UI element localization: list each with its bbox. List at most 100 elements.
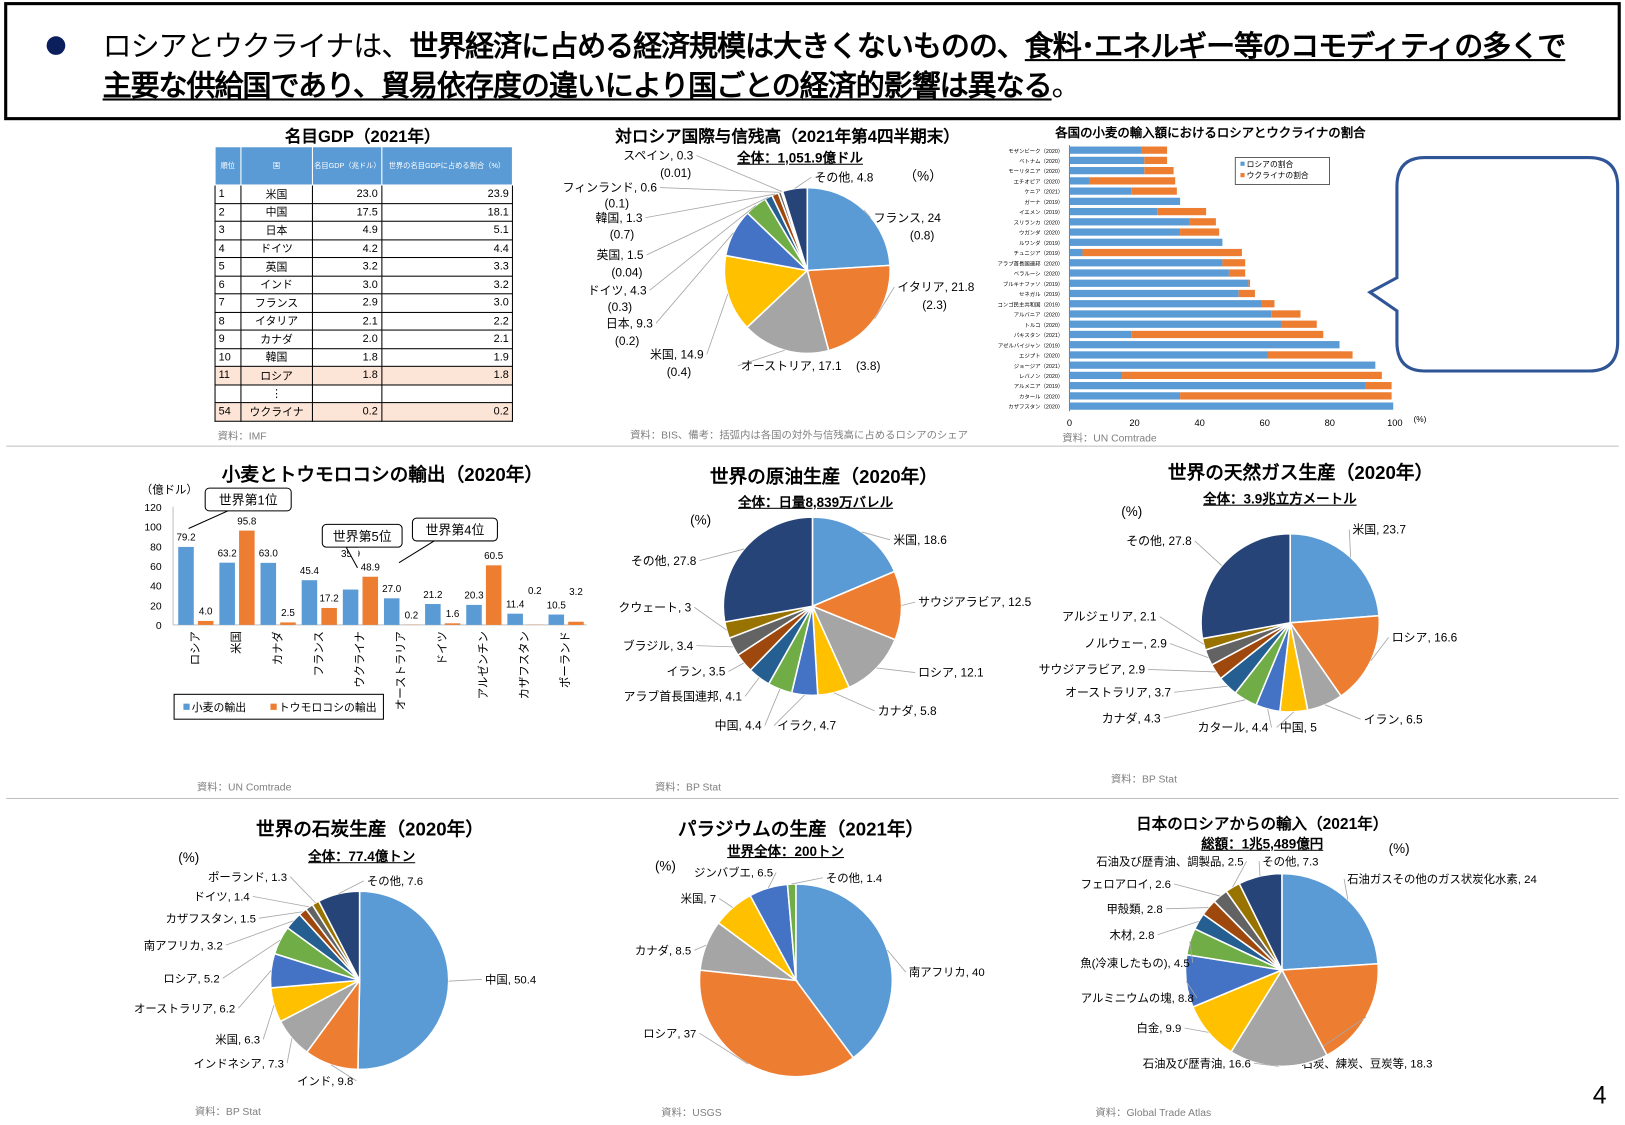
pie-label: 米国, 7: [681, 893, 716, 906]
leader-line: [1185, 981, 1198, 999]
palladium-subtitle: 世界全体：200トン: [727, 843, 844, 860]
category-label: カタール（2020）: [1019, 392, 1063, 400]
bar-russia: [1069, 187, 1132, 195]
pie-label: スペイン, 0.3: [623, 149, 693, 163]
bar-ukraine: [1189, 218, 1216, 226]
japan-imports-unit: (%): [1388, 840, 1410, 856]
bar-ukraine: [1180, 228, 1220, 236]
category-label: ベラルーシ（2020）: [1014, 271, 1063, 278]
pie-label: アラブ首長国連邦, 4.1: [624, 690, 743, 704]
palladium-pie: 南アフリカ, 40 ロシア, 37 カナダ, 8.5 米国, 7 ジンバブエ, 6.5 そ…: [635, 866, 985, 1078]
gdp-table-row: 8 イタリア 2.1 2.2: [214, 311, 513, 331]
gdp-cell: 0.2: [312, 402, 382, 422]
bar-russia: [1069, 330, 1132, 339]
pie-label: 石油及び歴青油、調製品, 2.5: [1096, 854, 1243, 868]
bar-russia: [1069, 371, 1122, 380]
data-label: 63.0: [259, 549, 279, 560]
gdp-column-header: 順位: [214, 146, 242, 186]
pie-sublabel: (0.1): [605, 196, 630, 210]
pie-label: ロシア, 5.2: [163, 973, 219, 985]
bar-corn: [239, 530, 255, 625]
leader-line: [1253, 1062, 1279, 1067]
headline-line-2: 主要な供給国であり、貿易依存度の違いにより国ごとの経済的影響は異なる。: [103, 63, 1081, 104]
annotation-box: [321, 523, 403, 548]
bar-ukraine: [1144, 156, 1168, 165]
pie-sublabel: (0.7): [610, 227, 635, 241]
x-tick-label: 40: [1194, 418, 1204, 428]
category-label: ベトナム（2020）: [1019, 158, 1063, 165]
pie-label: ドイツ, 4.3: [588, 283, 647, 297]
pie-label: 日本, 9.3: [606, 316, 653, 330]
pie-slice: [786, 883, 797, 981]
bar-ukraine: [1248, 279, 1251, 287]
leader-line: [694, 944, 707, 951]
pie-label: 中国, 50.4: [485, 973, 536, 986]
legend: [1234, 157, 1330, 185]
bis-unit: （%）: [903, 167, 943, 184]
data-label: 45.4: [300, 566, 320, 577]
pie-label: 米国, 23.7: [1352, 523, 1406, 537]
legend-swatch: [183, 703, 190, 710]
gdp-cell: 韓国: [240, 347, 314, 367]
bar-ukraine: [1144, 167, 1174, 175]
category-label: ブルキナファソ（2019）: [1003, 280, 1063, 288]
leader-line: [1324, 704, 1361, 720]
gdp-cell: 23.0: [312, 184, 382, 204]
legend-label: トウモロコシの輸出: [279, 700, 377, 714]
leader-line: [1194, 540, 1223, 566]
gdp-cell: 1: [214, 184, 242, 204]
leader-line: [764, 689, 781, 726]
pie-label: ジンバブエ, 6.5: [694, 866, 773, 880]
gdp-column-header: 名目GDP（兆ドル）: [312, 146, 382, 186]
category-label: アラブ首長国連邦（2020）: [998, 259, 1064, 267]
pie-label: ロシア, 37: [643, 1028, 696, 1040]
leader-line: [645, 193, 776, 219]
gdp-cell: 1.8: [312, 365, 382, 385]
data-label: 2.5: [281, 608, 295, 619]
oil-subtitle: 全体：日量8,839万バレル: [738, 494, 894, 510]
category-label: カナダ: [270, 631, 284, 665]
pie-slice: [1280, 962, 1380, 1057]
category-label: パキスタン（2021）: [1014, 331, 1063, 339]
y-tick-label: 80: [150, 542, 162, 553]
pie-label: フィンランド, 0.6: [563, 181, 658, 195]
coal-unit: (%): [178, 849, 200, 866]
bis-title: 対ロシア国際与信残高（2021年第4四半期末）: [615, 128, 960, 147]
pie-label: サウジアラビア, 12.5: [918, 595, 1032, 609]
bar-ukraine: [1238, 289, 1255, 298]
pie-label: 南アフリカ, 3.2: [144, 938, 223, 952]
pie-label: カタール, 4.4: [1198, 721, 1269, 735]
pie-label: その他, 27.8: [631, 554, 697, 568]
category-label: トルコ（2020）: [1025, 322, 1064, 329]
bar-wheat: [219, 562, 235, 625]
leader-line: [1232, 860, 1248, 888]
annotation-pointer: [398, 540, 447, 564]
gdp-table-row: 9 カナダ 2.0 2.1: [214, 329, 513, 349]
x-tick-label: 100: [1387, 418, 1403, 428]
data-label: 0.2: [528, 586, 542, 597]
headline-box: ロシアとウクライナは、世界経済に占める経済規模は大きくないものの、食料･エネルギ…: [4, 2, 1621, 121]
data-label: 11.4: [506, 599, 525, 610]
bar-corn: [280, 622, 296, 625]
bar-russia: [1069, 402, 1394, 410]
gas-title: 世界の天然ガス生産（2020年）: [1167, 462, 1434, 483]
pie-slice: [745, 269, 830, 355]
annotation-box: [411, 517, 498, 542]
data-label: 63.2: [218, 548, 237, 559]
section-divider: [6, 445, 1619, 447]
leader-line: [718, 898, 734, 908]
legend-swatch: [1240, 161, 1245, 166]
data-label: 17.2: [320, 594, 339, 605]
palladium-unit: (%): [654, 858, 676, 874]
x-tick-label: 80: [1325, 418, 1335, 428]
gdp-cell: 54: [214, 402, 242, 422]
pie-sublabel: (0.04): [611, 266, 642, 280]
gdp-cell: ⋮: [240, 383, 314, 404]
leader-line: [1267, 708, 1272, 728]
gdp-table: 順位国名目GDP（兆ドル） 世界の名目GDPに占める割合（%） 1 米国 23.0 23…: [214, 146, 513, 422]
leader-line: [696, 155, 783, 192]
data-label: 21.2: [423, 590, 442, 601]
pie-label: ロシア, 12.1: [918, 666, 984, 680]
pie-label: アルジェリア, 2.1: [1062, 610, 1157, 624]
